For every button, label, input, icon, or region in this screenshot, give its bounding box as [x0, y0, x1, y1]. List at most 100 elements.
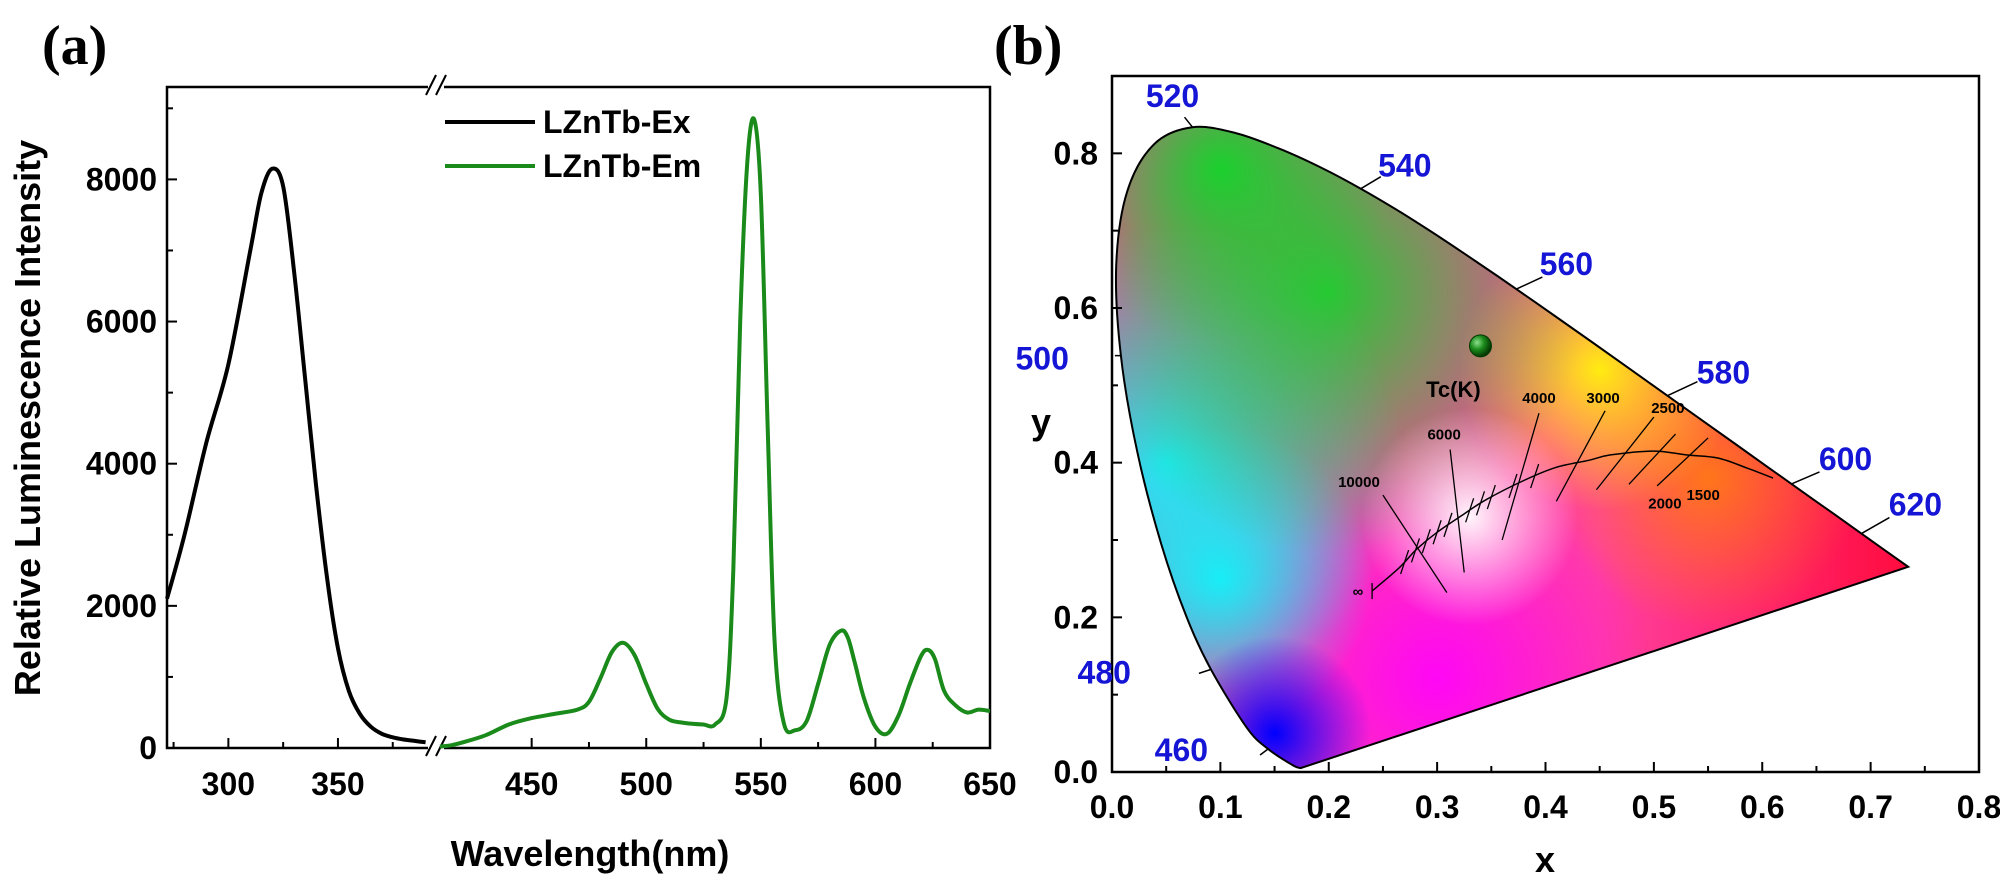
- wavelength-tick: [1183, 116, 1194, 128]
- cie-green-blend: [1115, 126, 1394, 343]
- plot-frame-a: [165, 85, 992, 750]
- break-mark: [435, 74, 447, 96]
- wavelength-tick: [1360, 176, 1382, 190]
- y-tick-label-a: 8000: [86, 161, 157, 197]
- wavelength-label: 460: [1155, 732, 1208, 768]
- y-tick-label-b: 0.8: [1054, 135, 1098, 171]
- y-tick-label-a: 0: [139, 730, 157, 766]
- cct-label: 10000: [1338, 474, 1380, 491]
- wavelength-label: 480: [1078, 654, 1131, 690]
- excitation-line: [165, 166, 426, 745]
- cct-isotherm: [1382, 494, 1448, 593]
- cct-label: ∞: [1353, 583, 1364, 600]
- break-gap-top: [428, 73, 444, 101]
- axis-break: [425, 73, 447, 762]
- wavelength-labels: 460 480 500 520 540 560 580 600 620: [1015, 78, 1942, 768]
- lzntb-point: [1468, 334, 1492, 358]
- legend-label-ex: LZnTb-Ex: [543, 104, 691, 140]
- x-axis-title-a: Wavelength(nm): [451, 833, 730, 874]
- cie-white-blend: [1361, 408, 1579, 626]
- x-tick-label-b: 0.3: [1415, 789, 1459, 825]
- cct-label: 1500: [1686, 487, 1719, 504]
- cct-tick: [1465, 498, 1475, 523]
- cct-isotherm: [1449, 449, 1465, 573]
- legend-label-em: LZnTb-Em: [543, 148, 701, 184]
- wavelength-label: 540: [1378, 148, 1431, 184]
- x-tick-label-b: 0.6: [1740, 789, 1784, 825]
- ticks-a: [167, 107, 991, 749]
- x-tick-label-b: 0.7: [1848, 789, 1892, 825]
- x-tick-label-b: 0.0: [1090, 789, 1134, 825]
- cct-tick: [1421, 529, 1431, 554]
- cct-isotherm: [1628, 433, 1677, 485]
- wavelength-tick: [1516, 276, 1543, 290]
- cct-tick: [1486, 484, 1496, 510]
- x-tick-label-a: 600: [849, 766, 902, 802]
- x-tick-label-b: 0.1: [1198, 789, 1242, 825]
- chromaticity-point: [1468, 334, 1492, 358]
- x-tick-label-a: 450: [505, 766, 558, 802]
- series-lines-a: [165, 116, 991, 749]
- break-gap-bottom: [428, 734, 444, 762]
- cct-tick: [1508, 473, 1518, 499]
- cct-label: 2000: [1648, 495, 1681, 512]
- y-tick-labels-a: 0 2000 4000 6000 8000: [86, 161, 157, 766]
- wavelength-tick: [1198, 668, 1212, 675]
- legend-a: LZnTb-Ex LZnTb-Em: [445, 104, 701, 184]
- x-tick-label-b: 0.5: [1632, 789, 1676, 825]
- wavelength-tick: [1791, 471, 1820, 485]
- cct-isotherm: [1656, 437, 1709, 487]
- y-tick-label-b: 0.0: [1054, 754, 1098, 790]
- y-axis-title-a: Relative Luminescence Intensity: [7, 140, 48, 696]
- wavelength-label: 500: [1015, 341, 1068, 377]
- wavelength-label: 580: [1697, 355, 1750, 391]
- x-tick-labels-b: 0.0 0.1 0.2 0.3 0.4 0.5 0.6 0.7 0.8: [1090, 789, 2000, 825]
- y-tick-label-b: 0.2: [1054, 599, 1098, 635]
- y-tick-label-b: 0.6: [1054, 290, 1098, 326]
- x-tick-label-a: 650: [963, 766, 1016, 802]
- cct-tick: [1432, 520, 1442, 545]
- cct-tick: [1410, 538, 1421, 563]
- wavelength-tick: [1259, 748, 1269, 756]
- panel-a: (a) 300 350 450 500 550 600 650 0 2000 4000 6000 8…: [7, 15, 1017, 874]
- ticks-b: [1111, 75, 1980, 773]
- cct-label: 6000: [1427, 427, 1460, 444]
- y-tick-labels-b: 0.0 0.2 0.4 0.6 0.8: [1054, 135, 1099, 790]
- cct-tick: [1530, 463, 1540, 489]
- spectral-locus: [1114, 125, 1911, 770]
- y-tick-label-a: 2000: [86, 588, 157, 624]
- break-mark: [425, 735, 437, 757]
- x-tick-label-a: 500: [620, 766, 673, 802]
- cct-title: Tc(K): [1426, 377, 1481, 402]
- y-tick-label-a: 6000: [86, 304, 157, 340]
- cct-tick: [1443, 512, 1453, 538]
- cct-isotherm: [1595, 416, 1655, 491]
- cct-label: 3000: [1586, 390, 1619, 407]
- planckian-locus: ∞ 10000 6000 4000 3000 2500 2000 1500 Tc(K): [1338, 377, 1774, 600]
- y-tick-label-b: 0.4: [1054, 445, 1099, 481]
- x-tick-label-b: 0.8: [1957, 789, 2000, 825]
- cct-isotherm: [1555, 410, 1606, 502]
- panel-label-a: (a): [42, 15, 107, 77]
- cct-label: 4000: [1522, 390, 1555, 407]
- x-tick-label-a: 550: [734, 766, 787, 802]
- cie-blue-blend: [1177, 635, 1373, 769]
- y-tick-label-a: 4000: [86, 446, 157, 482]
- wavelength-tick: [1861, 516, 1890, 535]
- x-axis-title-b: x: [1535, 839, 1555, 880]
- x-tick-labels-a: 300 350 450 500 550 600 650: [202, 766, 1017, 802]
- wavelength-label: 560: [1540, 246, 1593, 282]
- x-tick-label-b: 0.2: [1307, 789, 1351, 825]
- y-axis-title-b: y: [1031, 401, 1051, 442]
- wavelength-label: 620: [1889, 487, 1942, 523]
- break-mark: [425, 74, 437, 96]
- panel-label-b: (b): [994, 15, 1062, 77]
- planckian-curve: [1371, 450, 1774, 592]
- x-tick-label-a: 350: [311, 766, 364, 802]
- wavelength-label: 600: [1819, 441, 1872, 477]
- x-tick-label-a: 300: [202, 766, 255, 802]
- x-tick-label-b: 0.4: [1523, 789, 1568, 825]
- cct-tick: [1475, 491, 1486, 516]
- wavelength-label: 520: [1146, 78, 1199, 114]
